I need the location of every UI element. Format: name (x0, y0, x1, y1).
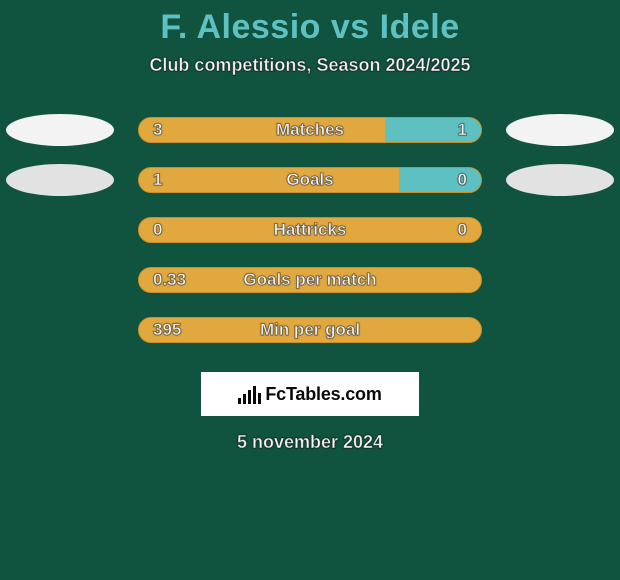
stat-bar: 31Matches (138, 117, 482, 143)
stat-row: 00Hattricks (0, 216, 620, 244)
stat-row: 10Goals (0, 166, 620, 194)
player-avatar-right (506, 114, 614, 146)
comparison-subtitle: Club competitions, Season 2024/2025 (0, 55, 620, 76)
stat-row: 0.33Goals per match (0, 266, 620, 294)
brand-chart-icon (238, 384, 261, 404)
stat-row: 31Matches (0, 116, 620, 144)
stat-row: 395Min per goal (0, 316, 620, 344)
player-avatar-left (6, 114, 114, 146)
stat-label: Hattricks (139, 218, 481, 242)
stat-label: Goals per match (139, 268, 481, 292)
stat-bar: 00Hattricks (138, 217, 482, 243)
stat-bar: 10Goals (138, 167, 482, 193)
infographic-card: F. Alessio vs Idele Club competitions, S… (0, 0, 620, 580)
stat-bar: 395Min per goal (138, 317, 482, 343)
snapshot-date: 5 november 2024 (0, 432, 620, 453)
brand-text: FcTables.com (265, 384, 381, 405)
stat-label: Min per goal (139, 318, 481, 342)
stat-label: Matches (139, 118, 481, 142)
stat-rows: 31Matches 10Goals 00Hattricks 0.33Goals per… (0, 116, 620, 344)
stat-bar: 0.33Goals per match (138, 267, 482, 293)
brand-badge: FcTables.com (201, 372, 419, 416)
player-avatar-right (506, 164, 614, 196)
comparison-title: F. Alessio vs Idele (0, 0, 620, 47)
stat-label: Goals (139, 168, 481, 192)
player-avatar-left (6, 164, 114, 196)
